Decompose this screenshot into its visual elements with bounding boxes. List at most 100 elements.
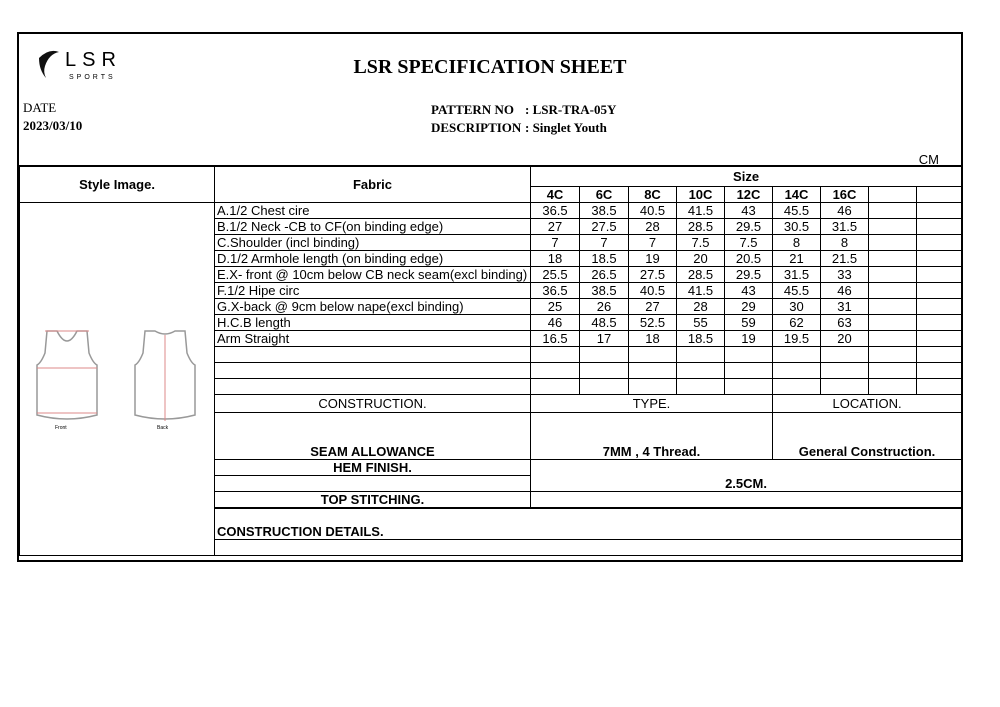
empty-cell — [868, 218, 917, 235]
measurement-value: 36.5 — [530, 202, 580, 219]
spec-sheet: LSR SPORTS LSR SPECIFICATION SHEET DATE 2… — [17, 32, 963, 562]
pattern-value: : LSR-TRA-05Y — [525, 102, 617, 117]
empty-cell — [868, 202, 917, 219]
empty-cell — [915, 298, 963, 315]
size-header: Size — [529, 165, 963, 187]
empty-cell — [868, 234, 917, 251]
measurement-value: 7 — [530, 234, 580, 251]
empty-cell — [915, 250, 963, 267]
type-header: TYPE. — [530, 394, 773, 413]
empty-cell — [915, 282, 963, 299]
measurement-value: 20 — [676, 250, 725, 267]
measurement-value: 16.5 — [530, 330, 580, 347]
measurement-value: 41.5 — [676, 202, 725, 219]
empty-cell — [915, 346, 963, 363]
measurement-value: 63 — [820, 314, 869, 331]
measurement-value: 41.5 — [676, 282, 725, 299]
description-value: : Singlet Youth — [525, 120, 607, 135]
measurement-value: 38.5 — [579, 202, 629, 219]
empty-cell — [676, 362, 725, 379]
measurement-value: 45.5 — [772, 202, 821, 219]
empty-cell — [915, 314, 963, 331]
size-column-header: 14C — [772, 186, 821, 203]
empty-cell — [915, 330, 963, 347]
seam-location: General Construction. — [771, 412, 963, 460]
empty-cell — [868, 346, 917, 363]
empty-cell — [868, 362, 917, 379]
measurement-value: 27.5 — [628, 266, 677, 283]
empty-cell — [579, 378, 629, 395]
table-row: F.1/2 Hipe circ 36.5 38.5 40.5 41.5 43 45.5 46 — [20, 282, 963, 299]
svg-text:LSR: LSR — [65, 49, 117, 71]
svg-text:Front: Front — [55, 425, 67, 431]
location-header: LOCATION. — [771, 394, 963, 413]
measurement-value: 17 — [579, 330, 629, 347]
description-label: DESCRIPTION — [431, 120, 522, 135]
seam-type: 7MM , 4 Thread. — [530, 412, 773, 460]
empty-cell — [868, 330, 917, 347]
date-label: DATE — [23, 100, 57, 115]
svg-text:SPORTS: SPORTS — [69, 74, 116, 81]
measurement-value: 43 — [724, 282, 773, 299]
construction-header: CONSTRUCTION. — [214, 394, 531, 413]
measurement-value: 19 — [628, 250, 677, 267]
measurement-value: 25.5 — [530, 266, 580, 283]
empty-cell — [868, 378, 917, 395]
fabric-header: Fabric — [214, 165, 531, 203]
style-image: Front Back — [19, 202, 215, 556]
measurement-value: 21 — [772, 250, 821, 267]
empty-cell — [214, 362, 531, 379]
measurement-value: 27 — [628, 298, 677, 315]
empty-cell — [868, 266, 917, 283]
measurement-value: 18 — [628, 330, 677, 347]
empty-cell — [724, 346, 773, 363]
size-column-header: 16C — [820, 186, 869, 203]
table-row: H.C.B length 46 48.5 52.5 55 59 62 63 — [20, 314, 963, 331]
measurement-value: 46 — [820, 282, 869, 299]
empty-cell — [868, 282, 917, 299]
size-column-header — [868, 186, 917, 203]
measurement-value: 28 — [676, 298, 725, 315]
unit-label: CM — [918, 152, 939, 167]
measurement-value: 40.5 — [628, 282, 677, 299]
empty-cell — [772, 346, 821, 363]
measurement-value: 28.5 — [676, 218, 725, 235]
empty-cell — [868, 298, 917, 315]
measurement-value: 55 — [676, 314, 725, 331]
size-column-header: 8C — [628, 186, 677, 203]
measurement-value: 36.5 — [530, 282, 580, 299]
empty-cell — [915, 362, 963, 379]
pattern-label: PATTERN NO — [431, 102, 514, 117]
size-column-header — [915, 186, 963, 203]
empty-cell — [868, 250, 917, 267]
measurement-label: E.X- front @ 10cm below CB neck seam(exc… — [214, 266, 531, 283]
measurement-label: G.X-back @ 9cm below nape(excl binding) — [214, 298, 531, 315]
measurement-value: 30 — [772, 298, 821, 315]
empty-cell — [530, 346, 580, 363]
size-column-header: 4C — [530, 186, 580, 203]
measurement-value: 28.5 — [676, 266, 725, 283]
measurement-value: 20.5 — [724, 250, 773, 267]
empty-row — [20, 346, 963, 363]
measurement-value: 27.5 — [579, 218, 629, 235]
empty-cell — [530, 378, 580, 395]
measurement-value: 7 — [579, 234, 629, 251]
empty-cell — [530, 362, 580, 379]
measurement-value: 26.5 — [579, 266, 629, 283]
empty-row — [20, 378, 963, 395]
size-column-header: 6C — [579, 186, 629, 203]
empty-cell — [628, 346, 677, 363]
measurement-value: 18.5 — [579, 250, 629, 267]
empty-cell — [214, 346, 531, 363]
measurement-value: 46 — [530, 314, 580, 331]
empty-cell — [820, 362, 869, 379]
measurement-value: 31.5 — [772, 266, 821, 283]
measurement-value: 20 — [820, 330, 869, 347]
measurement-value: 31 — [820, 298, 869, 315]
measurement-value: 21.5 — [820, 250, 869, 267]
empty-cell — [772, 362, 821, 379]
empty-cell — [868, 314, 917, 331]
measurement-value: 43 — [724, 202, 773, 219]
empty-cell — [214, 378, 531, 395]
measurement-value: 8 — [820, 234, 869, 251]
